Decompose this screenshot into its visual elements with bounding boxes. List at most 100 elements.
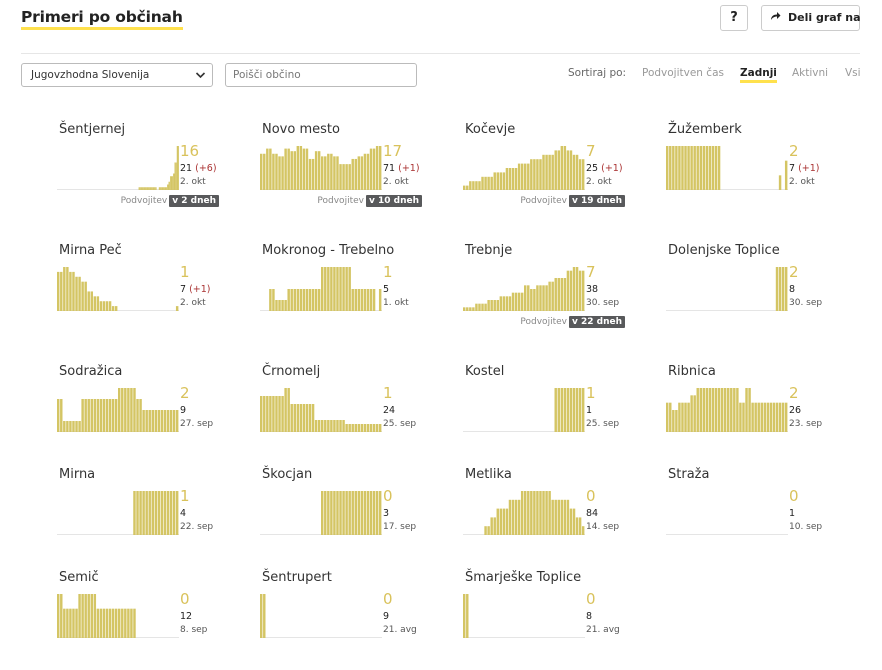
chart-bar bbox=[155, 187, 157, 190]
chart-bar bbox=[138, 187, 140, 190]
chart-bar bbox=[287, 289, 290, 311]
cases-chart bbox=[57, 388, 179, 432]
chart-bar bbox=[524, 285, 527, 311]
municipality-card[interactable]: Novo mesto 17 71 (+1) 2. okt Podvojitev v 10 … bbox=[260, 122, 452, 222]
municipality-name: Ribnica bbox=[668, 364, 716, 379]
chart-bar bbox=[775, 402, 779, 432]
total-cases-value: 26 bbox=[789, 405, 802, 416]
municipality-card[interactable]: Kočevje 7 25 (+1) 2. okt Podvojitev v 19 dneh bbox=[463, 122, 655, 222]
chart-bar bbox=[708, 146, 712, 190]
chart-bar bbox=[96, 399, 100, 432]
chart-bar bbox=[333, 420, 336, 432]
daily-change: (+6) bbox=[195, 163, 217, 174]
municipality-card[interactable]: Dolenjske Toplice 2 8 30. sep bbox=[666, 243, 858, 343]
share-label: Deli graf na bbox=[788, 11, 861, 24]
active-cases: 1 bbox=[180, 487, 190, 505]
chart-bar bbox=[152, 187, 154, 190]
chart-bar bbox=[173, 173, 175, 190]
chart-bar bbox=[536, 159, 539, 190]
chart-bar bbox=[502, 508, 506, 535]
active-cases: 0 bbox=[180, 590, 190, 608]
chart-bar bbox=[170, 176, 171, 190]
chart-bar bbox=[155, 187, 156, 190]
municipality-card[interactable]: Straža 0 1 10. sep bbox=[666, 467, 858, 567]
chart-bar bbox=[275, 153, 278, 190]
chart-bar bbox=[527, 163, 530, 190]
sort-option-active[interactable]: Aktivni bbox=[792, 67, 829, 79]
municipality-card[interactable]: Kostel 1 1 25. sep bbox=[463, 364, 655, 464]
total-cases: 5 bbox=[383, 284, 389, 295]
chart-bar bbox=[333, 267, 336, 311]
chart-bar bbox=[176, 146, 178, 190]
chart-bar bbox=[714, 146, 718, 190]
doubling-badge: v 19 dneh bbox=[568, 195, 625, 207]
chart-bar bbox=[548, 281, 551, 311]
municipality-card[interactable]: Mirna 1 4 22. sep bbox=[57, 467, 249, 567]
chart-bar bbox=[690, 395, 693, 432]
total-cases: 26 bbox=[789, 405, 801, 416]
chart-bar bbox=[133, 388, 136, 432]
sort-option-all[interactable]: Vsi bbox=[845, 67, 861, 79]
municipality-card[interactable]: Trebnje 7 38 30. sep Podvojitev v 22 dneh bbox=[463, 243, 655, 343]
municipality-name: Kočevje bbox=[465, 122, 516, 137]
municipality-card[interactable]: Ribnica 2 26 23. sep bbox=[666, 364, 858, 464]
sort-option-latest[interactable]: Zadnji bbox=[740, 67, 777, 83]
total-cases: 25 (+1) bbox=[586, 163, 623, 174]
chart-bar bbox=[105, 399, 109, 432]
chart-bar bbox=[142, 410, 145, 432]
chart-bar bbox=[693, 146, 696, 190]
chart-bar bbox=[305, 289, 309, 311]
chart-bar bbox=[530, 289, 533, 311]
chart-bar bbox=[130, 608, 133, 638]
chart-bar bbox=[327, 420, 330, 432]
chart-bar bbox=[324, 491, 327, 535]
chart-bar bbox=[369, 289, 373, 311]
chart-bar bbox=[293, 151, 296, 190]
chart-bar bbox=[508, 168, 512, 190]
active-cases: 7 bbox=[586, 142, 596, 160]
municipality-card[interactable]: Metlika 0 84 14. sep bbox=[463, 467, 655, 567]
chart-bar bbox=[81, 399, 84, 432]
chart-bar bbox=[769, 402, 773, 432]
municipality-card[interactable]: Žužemberk 2 7 (+1) 2. okt bbox=[666, 122, 858, 222]
chart-bar bbox=[141, 187, 143, 190]
chart-bar bbox=[339, 164, 342, 190]
chart-bar bbox=[351, 491, 354, 535]
share-button[interactable]: Deli graf na bbox=[761, 5, 861, 31]
chart-bar bbox=[708, 388, 712, 432]
chart-bar bbox=[496, 508, 499, 535]
chart-bar bbox=[560, 146, 564, 190]
region-select[interactable]: Jugovzhodna Slovenija bbox=[21, 63, 213, 87]
active-cases: 1 bbox=[383, 384, 393, 402]
chart-bar bbox=[139, 187, 141, 190]
chart-bar bbox=[108, 301, 112, 311]
municipality-card[interactable]: Šmarješke Toplice 0 8 21. avg bbox=[463, 570, 655, 670]
municipality-card[interactable]: Semič 0 12 8. sep bbox=[57, 570, 249, 670]
municipality-name: Mirna bbox=[59, 467, 96, 482]
sort-option-doubling[interactable]: Podvojitven čas bbox=[642, 67, 724, 79]
chart-bar bbox=[572, 388, 576, 432]
help-button[interactable]: ? bbox=[720, 5, 748, 31]
last-case-date: 30. sep bbox=[586, 298, 620, 308]
chart-bar bbox=[311, 404, 315, 432]
municipality-name: Trebnje bbox=[465, 243, 513, 258]
municipality-card[interactable]: Škocjan 0 3 17. sep bbox=[260, 467, 452, 567]
municipality-card[interactable]: Črnomelj 1 24 25. sep bbox=[260, 364, 452, 464]
chart-bar bbox=[502, 172, 506, 190]
chart-bar bbox=[175, 491, 179, 535]
chart-bar bbox=[366, 491, 370, 535]
total-cases: 1 bbox=[586, 405, 592, 416]
chart-bar bbox=[314, 151, 318, 190]
chart-bar bbox=[339, 420, 342, 432]
municipality-card[interactable]: Mirna Peč 1 7 (+1) 2. okt bbox=[57, 243, 249, 343]
municipality-card[interactable]: Šentjernej 16 21 (+6) 2. okt Podvojitev v 2 d… bbox=[57, 122, 249, 222]
chart-bar bbox=[69, 608, 72, 638]
municipality-card[interactable]: Mokronog - Trebelno 1 5 1. okt bbox=[260, 243, 452, 343]
municipality-card[interactable]: Šentrupert 0 9 21. avg bbox=[260, 570, 452, 670]
chart-bar bbox=[161, 187, 163, 190]
chart-bar bbox=[557, 150, 560, 190]
chart-bar bbox=[284, 388, 287, 432]
municipality-card[interactable]: Sodražica 2 9 27. sep bbox=[57, 364, 249, 464]
municipality-search-input[interactable] bbox=[225, 63, 417, 87]
doubling-time: Podvojitev v 19 dneh bbox=[465, 195, 625, 207]
